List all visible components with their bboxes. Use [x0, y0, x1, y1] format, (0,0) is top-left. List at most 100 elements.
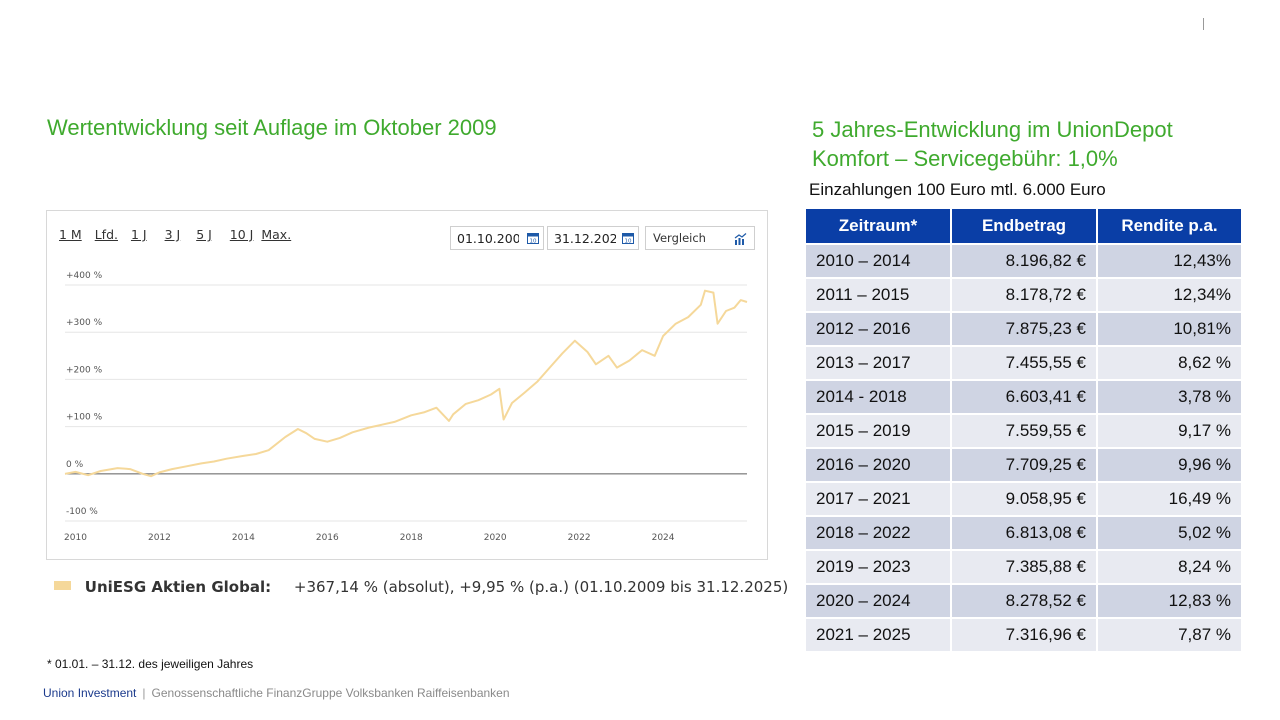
- cell-period: 2016 – 2020: [806, 448, 952, 483]
- table-row: 2017 – 2021 9.058,95 €16,49 %: [806, 482, 1243, 517]
- cell-period: 2019 – 2023: [806, 550, 952, 585]
- calendar-icon-day: 10: [530, 239, 537, 245]
- cell-return: 10,81%: [1097, 312, 1243, 347]
- x-tick-label: 2014: [232, 533, 255, 543]
- cell-final-amount: 7.316,96 €: [951, 618, 1098, 653]
- cell-final-amount: 7.709,25 €: [951, 448, 1098, 483]
- y-tick-label: +300 %: [66, 318, 103, 328]
- y-tick-label: -100 %: [66, 507, 98, 517]
- legend-series-name: UniESG Aktien Global:: [84, 578, 272, 596]
- date-from-value: 01.10.2009: [457, 231, 519, 246]
- table-row: 2010 – 2014 8.196,82 €12,43%: [806, 244, 1243, 279]
- calendar-icon[interactable]: 10: [622, 232, 634, 244]
- x-tick-label: 2018: [400, 533, 423, 543]
- range-selector: 1 M Lfd. 1 J 3 J 5 J 10 J Max.: [59, 227, 300, 242]
- cell-return: 8,24 %: [1097, 550, 1243, 585]
- cell-period: 2014 - 2018: [806, 380, 952, 415]
- cell-final-amount: 7.455,55 €: [951, 346, 1098, 381]
- table-heading-line-2: Komfort – Servicegebühr: 1,0%: [812, 146, 1118, 171]
- table-row: 2011 – 2015 8.178,72 €12,34%: [806, 278, 1243, 313]
- cell-period: 2017 – 2021: [806, 482, 952, 517]
- line-chart: +400 % +300 % +200 % +100 % 0 % -100 % 2010 20…: [64, 271, 748, 543]
- table-row: 2013 – 2017 7.455,55 €8,62 %: [806, 346, 1243, 381]
- cell-return: 7,87 %: [1097, 618, 1243, 653]
- calendar-icon-day: 10: [625, 239, 632, 245]
- cell-period: 2011 – 2015: [806, 278, 952, 313]
- deposit-info: Einzahlungen 100 Euro mtl. 6.000 Euro: [809, 180, 1106, 199]
- cell-final-amount: 7.385,88 €: [951, 550, 1098, 585]
- compare-select[interactable]: Vergleich: [645, 226, 755, 250]
- range-ytd[interactable]: Lfd.: [94, 227, 118, 242]
- date-to-value: 31.12.2025: [554, 231, 616, 246]
- legend-performance-text: +367,14 % (absolut), +9,95 % (p.a.) (01.…: [293, 578, 789, 596]
- five-year-performance-table: Zeitraum* Endbetrag Rendite p.a. 2010 – …: [806, 209, 1243, 653]
- table-row: 2020 – 2024 8.278,52 €12,83 %: [806, 584, 1243, 619]
- table-row: 2021 – 2025 7.316,96 €7,87 %: [806, 618, 1243, 653]
- y-tick-label: +200 %: [66, 365, 103, 375]
- cell-return: 3,78 %: [1097, 380, 1243, 415]
- cell-period: 2018 – 2022: [806, 516, 952, 551]
- table-row: 2012 – 2016 7.875,23 €10,81%: [806, 312, 1243, 347]
- cell-return: 12,83 %: [1097, 584, 1243, 619]
- table-heading-line-1: 5 Jahres-Entwicklung im UnionDepot: [812, 117, 1173, 142]
- cell-final-amount: 6.603,41 €: [951, 380, 1098, 415]
- cell-final-amount: 6.813,08 €: [951, 516, 1098, 551]
- footer: Union Investment | Genossenschaftliche Fin…: [43, 686, 510, 700]
- header-final-amount: Endbetrag: [951, 209, 1098, 245]
- range-1m[interactable]: 1 M: [59, 227, 82, 242]
- table-row: 2016 – 2020 7.709,25 €9,96 %: [806, 448, 1243, 483]
- cell-return: 12,43%: [1097, 244, 1243, 279]
- table-row: 2019 – 2023 7.385,88 €8,24 %: [806, 550, 1243, 585]
- cell-final-amount: 8.278,52 €: [951, 584, 1098, 619]
- x-tick-label: 2020: [484, 533, 507, 543]
- x-tick-label: 2012: [148, 533, 171, 543]
- x-tick-label: 2016: [316, 533, 339, 543]
- range-3y[interactable]: 3 J: [164, 227, 181, 242]
- range-5y[interactable]: 5 J: [196, 227, 212, 242]
- cell-return: 12,34%: [1097, 278, 1243, 313]
- chart-compare-icon[interactable]: [734, 233, 747, 245]
- chart-legend: UniESG Aktien Global: +367,14 % (absolut…: [54, 578, 788, 596]
- calendar-icon[interactable]: 10: [527, 232, 539, 244]
- header-period: Zeitraum*: [806, 209, 952, 245]
- x-tick-label: 2022: [568, 533, 591, 543]
- performance-chart-widget: 1 M Lfd. 1 J 3 J 5 J 10 J Max. 01.10.200…: [46, 210, 768, 560]
- cell-return: 5,02 %: [1097, 516, 1243, 551]
- date-from-input[interactable]: 01.10.2009 10: [450, 226, 544, 250]
- range-1y[interactable]: 1 J: [130, 227, 147, 242]
- cell-return: 8,62 %: [1097, 346, 1243, 381]
- cell-period: 2013 – 2017: [806, 346, 952, 381]
- cell-period: 2020 – 2024: [806, 584, 952, 619]
- cell-return: 16,49 %: [1097, 482, 1243, 517]
- compare-label: Vergleich: [653, 231, 706, 245]
- cell-final-amount: 8.178,72 €: [951, 278, 1098, 313]
- top-divider-mark: [1203, 18, 1204, 30]
- range-10y[interactable]: 10 J: [229, 227, 254, 242]
- y-tick-label: +100 %: [66, 413, 103, 423]
- footnote: * 01.01. – 31.12. des jeweiligen Jahres: [47, 657, 254, 671]
- header-return: Rendite p.a.: [1097, 209, 1243, 245]
- chart-heading: Wertentwicklung seit Auflage im Oktober …: [47, 115, 497, 140]
- table-row: 2018 – 2022 6.813,08 €5,02 %: [806, 516, 1243, 551]
- cell-period: 2021 – 2025: [806, 618, 952, 653]
- y-tick-label: +400 %: [66, 271, 103, 281]
- cell-final-amount: 9.058,95 €: [951, 482, 1098, 517]
- series-line-uniesg-aktien-global: [64, 289, 748, 478]
- range-max[interactable]: Max.: [261, 227, 292, 242]
- cell-final-amount: 7.559,55 €: [951, 414, 1098, 449]
- cell-final-amount: 7.875,23 €: [951, 312, 1098, 347]
- x-tick-label: 2024: [652, 533, 675, 543]
- date-to-input[interactable]: 31.12.2025 10: [547, 226, 639, 250]
- cell-period: 2012 – 2016: [806, 312, 952, 347]
- table-row: 2015 – 2019 7.559,55 €9,17 %: [806, 414, 1243, 449]
- x-tick-label: 2010: [64, 533, 87, 543]
- legend-swatch: [54, 581, 71, 590]
- footer-organization: Genossenschaftliche FinanzGruppe Volksba…: [151, 686, 510, 700]
- y-tick-label: 0 %: [66, 460, 84, 470]
- cell-period: 2015 – 2019: [806, 414, 952, 449]
- table-heading: 5 Jahres-Entwicklung im UnionDepot Komfo…: [812, 115, 1252, 173]
- footer-brand: Union Investment: [43, 686, 137, 700]
- cell-final-amount: 8.196,82 €: [951, 244, 1098, 279]
- footer-separator: |: [142, 686, 146, 700]
- cell-return: 9,17 %: [1097, 414, 1243, 449]
